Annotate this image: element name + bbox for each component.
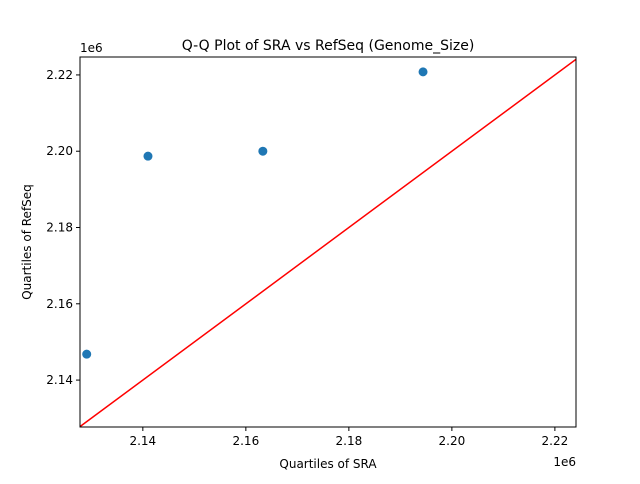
x-tick-label: 2.22 <box>542 434 569 448</box>
x-tick-label: 2.16 <box>232 434 259 448</box>
x-tick-label: 2.18 <box>336 434 363 448</box>
y-tick-label: 2.20 <box>46 144 73 158</box>
x-tick-label: 2.20 <box>439 434 466 448</box>
x-axis-label: Quartiles of SRA <box>279 457 377 471</box>
data-point <box>82 349 92 359</box>
reference-line <box>80 58 576 427</box>
y-axis-label: Quartiles of RefSeq <box>20 184 34 300</box>
y-offset-label: 1e6 <box>80 41 103 55</box>
x-tick-label: 2.14 <box>129 434 156 448</box>
y-tick-label: 2.22 <box>46 68 73 82</box>
y-tick-label: 2.18 <box>46 221 73 235</box>
y-tick-label: 2.16 <box>46 297 73 311</box>
chart-title: Q-Q Plot of SRA vs RefSeq (Genome_Size) <box>182 38 475 54</box>
data-point <box>418 67 428 77</box>
y-tick-label: 2.14 <box>46 373 73 387</box>
plot-frame <box>79 56 577 428</box>
data-point <box>143 151 153 161</box>
data-point <box>258 146 268 156</box>
x-offset-label: 1e6 <box>553 455 576 469</box>
